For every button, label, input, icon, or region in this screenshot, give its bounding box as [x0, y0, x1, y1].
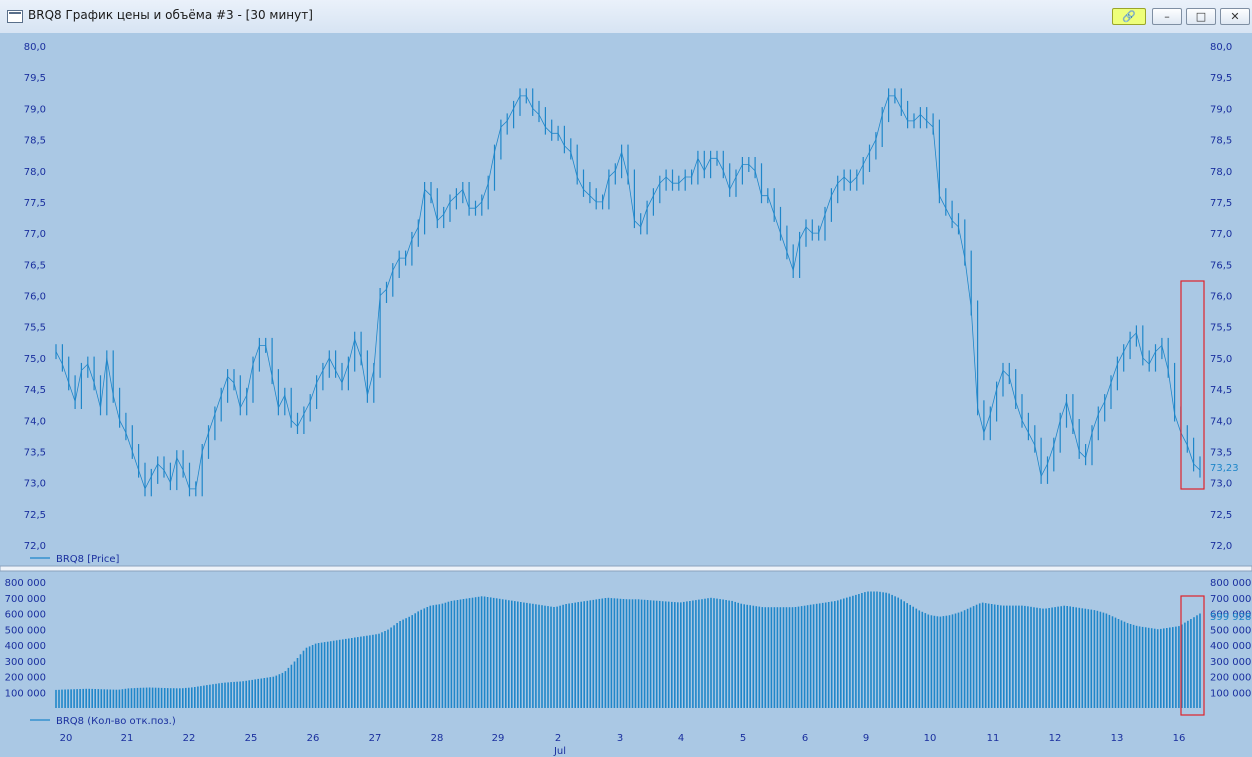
price-tick-left: 74,5 — [24, 385, 46, 396]
price-tick-left: 76,5 — [24, 260, 46, 271]
date-tick: 25 — [245, 733, 258, 744]
price-axis-right: 80,0 79,5 79,0 78,5 78,0 77,5 77,0 76,5 76,0 75,5… — [1210, 42, 1232, 552]
volume-tick-right: 300 000 — [1210, 657, 1251, 668]
price-panel — [0, 33, 1252, 565]
price-tick-right: 73,5 — [1210, 447, 1232, 458]
date-tick: 9 — [863, 733, 869, 744]
volume-tick-left: 700 000 — [5, 594, 46, 605]
price-legend: BRQ8 [Price] — [56, 554, 120, 565]
price-series — [55, 88, 1201, 497]
price-tick-left: 77,0 — [24, 229, 46, 240]
price-tick-left: 78,0 — [24, 167, 46, 178]
price-tick-left: 72,5 — [24, 510, 46, 521]
volume-highlight-box — [1180, 595, 1205, 716]
price-line — [55, 95, 1201, 490]
price-tick-right: 78,5 — [1210, 136, 1232, 147]
price-tick-left: 79,5 — [24, 73, 46, 84]
price-tick-right: 79,5 — [1210, 73, 1232, 84]
volume-axis-left: 800 000 700 000 600 000 500 000 400 000 300 0… — [5, 578, 46, 699]
minimize-button[interactable]: – — [1152, 8, 1182, 25]
window-title: BRQ8 График цены и объёма #3 - [30 минут… — [28, 8, 313, 22]
close-button[interactable]: ✕ — [1220, 8, 1250, 25]
price-axis-left: 80,0 79,5 79,0 78,5 78,0 77,5 77,0 76,5 76,0 75,5… — [24, 42, 46, 552]
price-tick-right: 76,5 — [1210, 260, 1232, 271]
date-axis: 20 21 22 25 26 27 28 29 2 3 4 5 6 9 10 11 12 13 16 — [60, 733, 1186, 744]
price-tick-left: 72,0 — [24, 541, 46, 552]
price-tick-left: 78,5 — [24, 136, 46, 147]
volume-tick-right: 800 000 — [1210, 578, 1251, 589]
date-tick: 27 — [369, 733, 382, 744]
price-tick-right: 75,5 — [1210, 323, 1232, 334]
date-tick: 6 — [802, 733, 808, 744]
date-tick: 2 — [555, 733, 561, 744]
volume-tick-left: 100 000 — [5, 688, 46, 699]
price-tick-right: 72,0 — [1210, 541, 1232, 552]
date-tick: 13 — [1111, 733, 1124, 744]
title-bar[interactable]: BRQ8 График цены и объёма #3 - [30 минут… — [0, 0, 1252, 34]
volume-tick-right: 200 000 — [1210, 673, 1251, 684]
volume-tick-right: 600 000 — [1210, 610, 1251, 621]
volume-legend: BRQ8 (Кол-во отк.поз.) — [56, 716, 176, 727]
date-tick: 20 — [60, 733, 73, 744]
price-tick-right: 75,0 — [1210, 354, 1232, 365]
price-tick-left: 74,0 — [24, 416, 46, 427]
date-tick: 5 — [740, 733, 746, 744]
date-tick: 11 — [987, 733, 1000, 744]
price-tick-right: 74,0 — [1210, 416, 1232, 427]
date-tick: 21 — [121, 733, 134, 744]
volume-tick-left: 500 000 — [5, 625, 46, 636]
price-tick-right: 74,5 — [1210, 385, 1232, 396]
volume-last-value: 599 928, — [1210, 612, 1252, 623]
volume-tick-left: 300 000 — [5, 657, 46, 668]
date-tick: 29 — [492, 733, 505, 744]
price-tick-right: 80,0 — [1210, 42, 1232, 53]
date-tick: 26 — [307, 733, 320, 744]
price-tick-left: 75,0 — [24, 354, 46, 365]
volume-tick-left: 200 000 — [5, 673, 46, 684]
price-tick-left: 76,0 — [24, 292, 46, 303]
date-tick: 22 — [183, 733, 196, 744]
date-tick: 3 — [617, 733, 623, 744]
price-tick-right: 73,0 — [1210, 479, 1232, 490]
price-tick-left: 77,5 — [24, 198, 46, 209]
maximize-button[interactable]: □ — [1186, 8, 1216, 25]
date-tick: 10 — [924, 733, 937, 744]
price-tick-right: 72,5 — [1210, 510, 1232, 521]
date-tick: 12 — [1049, 733, 1062, 744]
volume-tick-left: 400 000 — [5, 641, 46, 652]
price-tick-left: 80,0 — [24, 42, 46, 53]
price-highlight-box — [1180, 280, 1205, 490]
price-tick-right: 76,0 — [1210, 292, 1232, 303]
date-tick: 16 — [1173, 733, 1186, 744]
price-tick-right: 77,5 — [1210, 198, 1232, 209]
price-tick-left: 79,0 — [24, 104, 46, 115]
price-tick-left: 73,5 — [24, 447, 46, 458]
volume-tick-right: 100 000 — [1210, 688, 1251, 699]
date-tick: 4 — [678, 733, 684, 744]
volume-series — [55, 591, 1201, 708]
volume-axis-right: 800 000 700 000 600 000 500 000 400 000 300 0… — [1210, 578, 1251, 699]
date-tick: 28 — [431, 733, 444, 744]
price-tick-right: 79,0 — [1210, 104, 1232, 115]
price-tick-left: 75,5 — [24, 323, 46, 334]
link-icon[interactable]: 🔗 — [1112, 8, 1146, 25]
month-label: Jul — [553, 746, 566, 757]
price-tick-right: 77,0 — [1210, 229, 1232, 240]
price-tick-left: 73,0 — [24, 479, 46, 490]
chart-window-icon[interactable] — [7, 10, 23, 23]
volume-tick-right: 400 000 — [1210, 641, 1251, 652]
volume-tick-left: 600 000 — [5, 610, 46, 621]
price-tick-right: 78,0 — [1210, 167, 1232, 178]
panel-splitter[interactable] — [0, 565, 1252, 572]
volume-tick-right: 500 000 — [1210, 625, 1251, 636]
chart-area[interactable]: 80,0 79,5 79,0 78,5 78,0 77,5 77,0 76,5 76,0 75,5… — [0, 33, 1252, 757]
volume-tick-right: 700 000 — [1210, 594, 1251, 605]
volume-tick-left: 800 000 — [5, 578, 46, 589]
price-last-value: 73,23 — [1210, 463, 1239, 474]
